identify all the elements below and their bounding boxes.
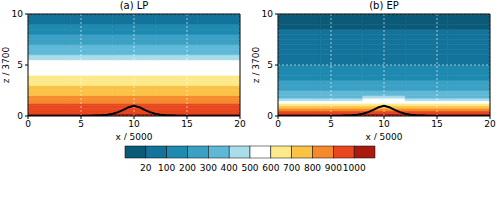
svg-text:800: 800	[304, 163, 321, 173]
svg-text:15: 15	[431, 119, 442, 129]
html-text:(a) LP: (a) LP	[119, 0, 149, 11]
svg-text:0: 0	[275, 119, 281, 129]
svg-text:0: 0	[25, 119, 31, 129]
svg-text:700: 700	[283, 163, 300, 173]
html-text:z / 3700: z / 3700	[251, 46, 261, 84]
svg-text:5: 5	[328, 119, 334, 129]
svg-text:1000: 1000	[343, 163, 366, 173]
svg-text:500: 500	[241, 163, 258, 173]
svg-text:5: 5	[78, 119, 84, 129]
svg-text:5: 5	[17, 60, 23, 70]
svg-text:x / 5000: x / 5000	[366, 132, 403, 140]
svg-text:900: 900	[325, 163, 342, 173]
svg-text:15: 15	[181, 119, 192, 129]
svg-text:10: 10	[378, 119, 390, 129]
html-text:(b) EP: (b) EP	[369, 0, 399, 11]
svg-text:10: 10	[12, 9, 24, 19]
html-text:z / 3700: z / 3700	[1, 46, 11, 84]
svg-text:20: 20	[140, 163, 152, 173]
svg-text:x / 5000: x / 5000	[116, 132, 153, 140]
svg-text:100: 100	[158, 163, 175, 173]
svg-text:400: 400	[221, 163, 238, 173]
svg-text:200: 200	[179, 163, 196, 173]
svg-text:300: 300	[200, 163, 217, 173]
svg-text:20: 20	[234, 119, 246, 129]
svg-text:0: 0	[17, 111, 23, 121]
svg-text:10: 10	[128, 119, 140, 129]
svg-text:600: 600	[262, 163, 279, 173]
svg-text:10: 10	[262, 9, 274, 19]
svg-text:0: 0	[267, 111, 273, 121]
svg-text:20: 20	[484, 119, 492, 129]
svg-text:5: 5	[267, 60, 273, 70]
